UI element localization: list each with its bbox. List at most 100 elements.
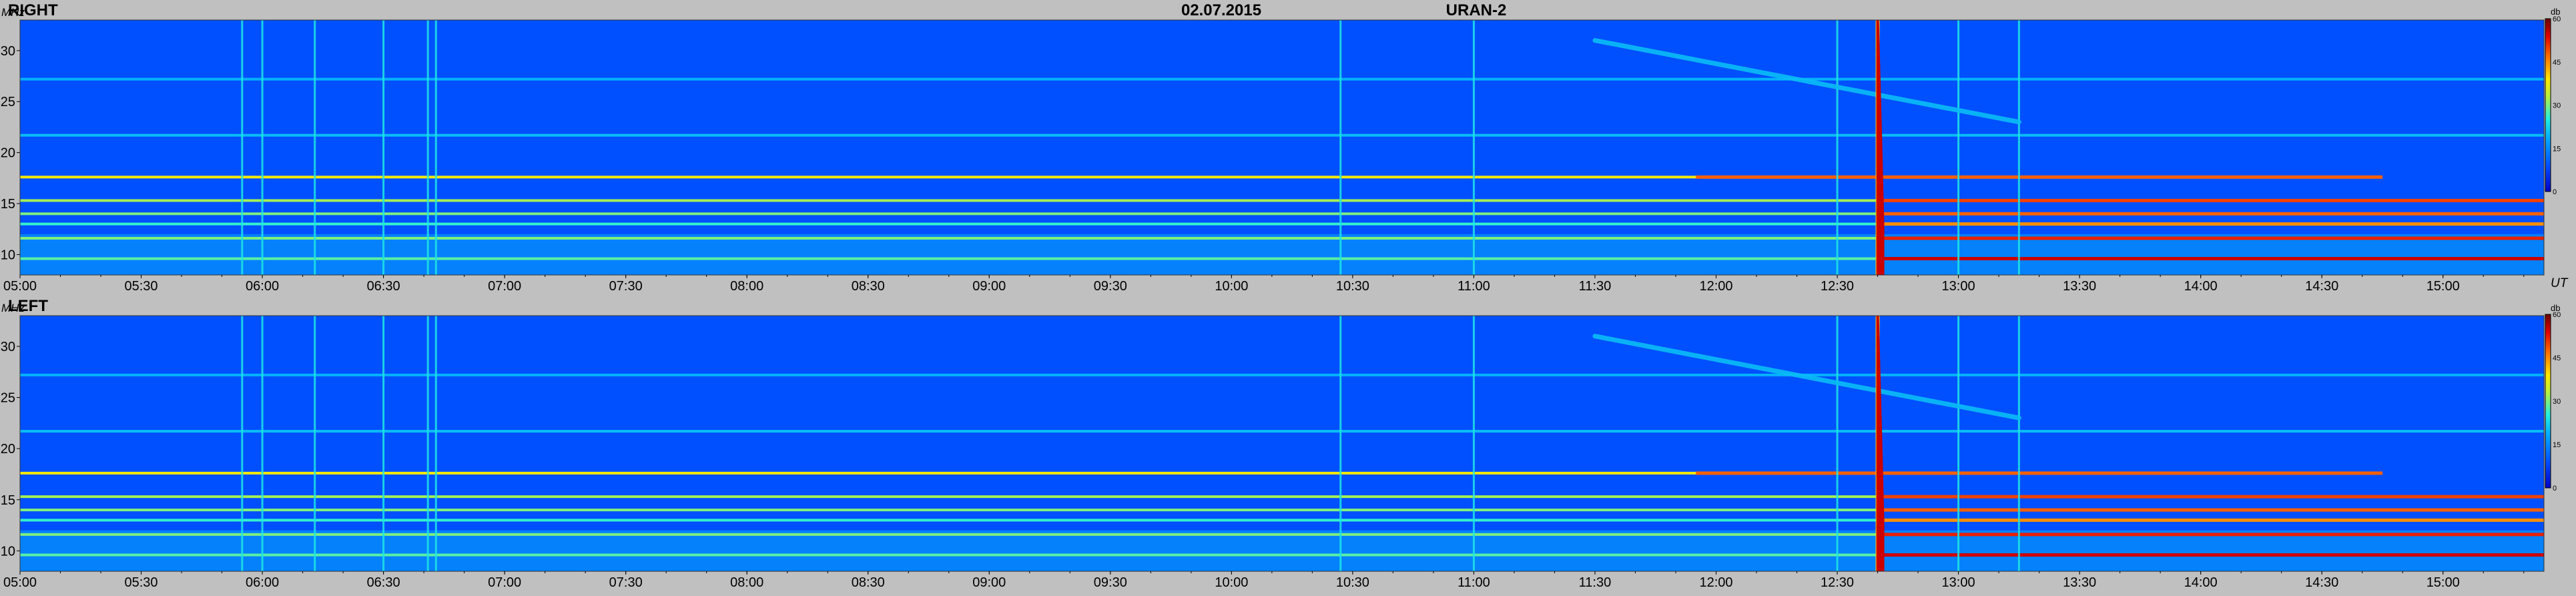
vertical-interference-line	[1472, 316, 1475, 571]
x-tick-label: 15:00	[2427, 279, 2460, 294]
horizontal-band	[20, 553, 2544, 557]
panel-left: LEFT MHz db 05:00 05:30 06:00 06:30 07:00 07:…	[1, 297, 2561, 590]
vertical-interference-line	[382, 316, 385, 571]
horizontal-band	[20, 176, 2382, 179]
x-tick-label: 13:30	[2063, 575, 2096, 590]
x-tick-label: 05:30	[125, 575, 158, 590]
x-tick-label: 11:30	[1579, 575, 1612, 590]
colorbar-tick-label: 15	[2553, 145, 2561, 153]
vertical-interference-line	[241, 316, 244, 571]
x-tick-label: 08:00	[730, 279, 763, 294]
x-tick-label: 07:00	[488, 575, 521, 590]
x-tick-label: 06:30	[367, 575, 400, 590]
horizontal-band	[20, 222, 2544, 226]
x-tick-label: 14:30	[2305, 279, 2338, 294]
colorbar-tick-label: 0	[2553, 485, 2557, 493]
plot-frame	[19, 19, 2545, 276]
vertical-interference-line	[1836, 316, 1839, 571]
x-tick-label: 11:00	[1458, 279, 1490, 294]
vertical-interference-line	[434, 316, 437, 571]
horizontal-band	[20, 509, 2544, 512]
y-tick-label: 10	[1, 248, 15, 262]
horizontal-band	[20, 257, 2544, 260]
y-axis-unit-label: MHz	[1, 302, 25, 314]
x-tick-label: 07:00	[488, 279, 521, 294]
x-tick-label: 07:30	[609, 279, 643, 294]
horizontal-band	[20, 133, 2544, 137]
horizontal-band-strong	[1877, 553, 2544, 557]
colorbar-unit-label: db	[2551, 303, 2560, 313]
horizontal-band-strong	[1877, 533, 2544, 537]
x-tick-label: 06:00	[246, 575, 279, 590]
vertical-interference-line	[2017, 316, 2020, 571]
horizontal-band-strong	[1877, 212, 2544, 216]
colorbar-tick-label: 45	[2553, 354, 2561, 362]
x-tick-label: 06:00	[246, 279, 279, 294]
panel-label: RIGHT	[8, 1, 58, 19]
y-tick-label: 15	[1, 197, 15, 212]
horizontal-band-strong	[1877, 222, 2544, 226]
vertical-interference-line	[241, 20, 244, 275]
x-tick-label: 14:00	[2184, 279, 2218, 294]
x-tick-label: 11:00	[1458, 575, 1490, 590]
low-frequency-emission	[20, 234, 2544, 275]
horizontal-band	[20, 373, 2544, 376]
vertical-interference-line	[382, 20, 385, 275]
x-tick-label: 11:30	[1579, 279, 1612, 294]
vertical-interference-line	[1957, 316, 1960, 571]
plot-frame	[19, 315, 2545, 572]
x-tick-label: 10:30	[1336, 575, 1369, 590]
colorbar-tick-label: 15	[2553, 441, 2561, 449]
colorbar-tick-label: 45	[2553, 59, 2561, 67]
x-tick-label: 09:30	[1094, 279, 1127, 294]
x-tick-label: 13:00	[1942, 575, 1975, 590]
panel-label: LEFT	[8, 297, 48, 315]
vertical-interference-line	[426, 316, 429, 571]
x-tick-label: 13:00	[1942, 279, 1975, 294]
horizontal-band	[20, 519, 2544, 522]
low-frequency-emission	[20, 530, 2544, 571]
horizontal-band-strong	[1877, 198, 2544, 202]
x-axis-unit-label: UT	[2551, 276, 2569, 290]
colorbar	[2545, 18, 2551, 192]
vertical-interference-line	[1836, 20, 1839, 275]
x-tick-label: 10:30	[1336, 279, 1369, 294]
horizontal-band	[20, 199, 2544, 202]
horizontal-band-strong	[1877, 518, 2544, 522]
horizontal-band	[20, 495, 2544, 499]
y-tick-label: 10	[1, 544, 15, 559]
vertical-interference-line	[261, 20, 264, 275]
colorbar-tick-label: 60	[2553, 311, 2561, 319]
vertical-interference-line	[426, 20, 429, 275]
horizontal-band-strong	[1877, 495, 2544, 499]
date-title: 02.07.2015	[1181, 1, 1261, 19]
y-axis-unit-label: MHz	[1, 6, 25, 19]
colorbar-tick-label: 0	[2553, 188, 2557, 196]
x-tick-label: 05:00	[3, 575, 37, 590]
x-tick-label: 14:30	[2305, 575, 2338, 590]
y-tick-label: 25	[1, 391, 15, 406]
horizontal-band	[20, 430, 2544, 433]
horizontal-band	[20, 236, 2544, 240]
x-tick-label: 05:30	[125, 279, 158, 294]
vertical-interference-line	[1339, 20, 1342, 275]
y-tick-label: 30	[1, 44, 15, 59]
colorbar-tick-label: 30	[2553, 102, 2561, 110]
x-tick-label: 14:00	[2184, 575, 2218, 590]
vertical-interference-line	[261, 316, 264, 571]
colorbar	[2545, 314, 2551, 489]
vertical-interference-line	[314, 316, 316, 571]
y-tick-label: 20	[1, 442, 15, 457]
spectrogram-background	[20, 20, 2544, 275]
vertical-interference-line	[314, 20, 316, 275]
y-tick-label: 30	[1, 340, 15, 354]
x-tick-label: 07:30	[609, 575, 643, 590]
type-iii-burst	[1876, 20, 1885, 275]
x-tick-label: 13:30	[2063, 279, 2096, 294]
spectrogram-background	[20, 316, 2544, 571]
x-tick-label: 12:30	[1821, 575, 1854, 590]
horizontal-band	[20, 471, 2382, 475]
vertical-interference-line	[1472, 20, 1475, 275]
